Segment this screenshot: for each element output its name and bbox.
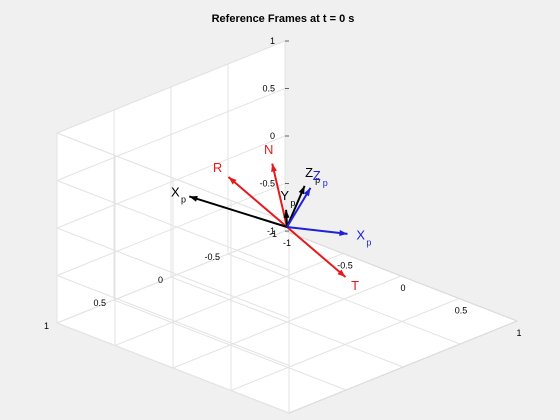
vector-label: X	[356, 228, 365, 243]
x-tick-label: -0.5	[337, 261, 353, 271]
vector-label: X	[171, 184, 180, 199]
y-tick-label: -1	[269, 229, 277, 239]
x-tick-label: 0	[400, 283, 405, 293]
vector-label-subscript: p	[181, 194, 186, 204]
vector-arrowhead	[298, 185, 305, 195]
vector-label: R	[213, 160, 222, 175]
x-tick-label: -1	[283, 238, 291, 248]
grid-line	[56, 40, 286, 134]
vector-line	[227, 176, 288, 228]
grid-line	[170, 276, 404, 368]
y-tick-label: 0	[158, 275, 163, 285]
vector-label: Y	[280, 188, 289, 203]
z-tick-label: 0	[270, 131, 275, 141]
tick-labels: -1-0.500.51-1-0.500.51-1-0.500.51	[44, 36, 522, 338]
vector-label: T	[351, 278, 359, 293]
vector-arrowhead	[271, 163, 277, 173]
grid-line	[56, 88, 286, 181]
grid-line	[56, 132, 290, 224]
vector-arrowhead	[189, 195, 198, 202]
y-tick-label: 1	[44, 321, 49, 331]
vector-arrowhead	[228, 177, 237, 185]
grid-line	[230, 298, 460, 391]
vector-label-subscript: p	[290, 198, 295, 208]
z-tick-label: 1	[270, 36, 275, 46]
grid-line	[56, 227, 290, 319]
x-tick-label: 1	[516, 328, 521, 338]
vector-arrowhead	[303, 187, 311, 197]
vector-label: Z	[313, 168, 321, 183]
z-tick-label: -0.5	[259, 179, 275, 189]
vector-line	[286, 226, 348, 235]
x-tick-label: 0.5	[455, 306, 468, 316]
grid-lines	[56, 40, 518, 414]
vector-label-subscript: p	[366, 238, 371, 248]
vector-line	[286, 226, 347, 278]
chart-title: Reference Frames at t = 0 s	[212, 13, 355, 25]
grid-line	[56, 135, 286, 229]
z-tick-label: -1	[267, 226, 275, 236]
y-tick-label: -0.5	[204, 252, 220, 262]
vector-label: N	[264, 142, 273, 157]
grid-line	[288, 320, 518, 414]
vector-arrowhead	[339, 230, 348, 236]
vector-arrowhead	[337, 269, 346, 277]
grid-line	[113, 299, 347, 391]
y-tick-label: 0.5	[93, 298, 106, 308]
vector-label-subscript: p	[315, 175, 320, 185]
grid-line	[56, 180, 290, 271]
z-tick-label: 0.5	[262, 84, 275, 94]
vector-label-subscript: p	[323, 178, 328, 188]
grid-line	[56, 322, 290, 414]
vector-label: Z	[305, 165, 313, 180]
vector-line	[189, 195, 288, 228]
vector-arrowhead	[283, 209, 290, 218]
